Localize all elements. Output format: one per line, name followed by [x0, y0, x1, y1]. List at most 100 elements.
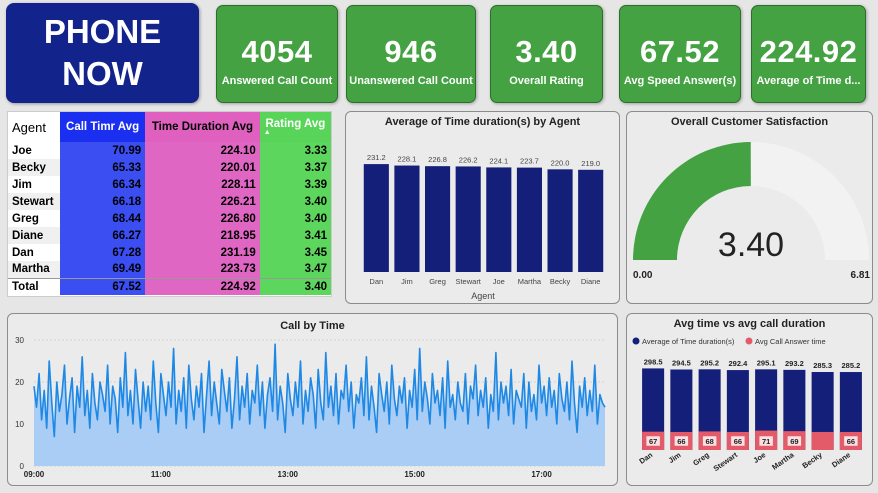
- cell-agent: Becky: [8, 159, 61, 176]
- kpi-label: Avg Speed Answer(s): [623, 75, 737, 87]
- x-tick-label: 09:00: [24, 470, 45, 479]
- y-tick-label: 20: [15, 378, 24, 387]
- table-row[interactable]: Dan 67.28 231.19 3.45: [8, 244, 331, 261]
- customer-satisfaction-panel: Overall Customer Satisfaction 3.40 0.00 …: [626, 111, 873, 304]
- column-header-agent[interactable]: Agent: [8, 112, 61, 142]
- y-tick-label: 30: [15, 336, 24, 345]
- table-row[interactable]: Joe 70.99 224.10 3.33: [8, 142, 331, 159]
- bar-time-duration: [642, 368, 665, 450]
- answer-value-label: 71: [762, 437, 770, 446]
- kpi-unanswered-call-count[interactable]: 946 Unanswered Call Count: [346, 5, 476, 103]
- call-line: [33, 343, 606, 438]
- bar-value-label: 293.2: [785, 359, 804, 368]
- cell-call-time: 67.28: [60, 244, 146, 261]
- answer-label-box: [730, 435, 746, 447]
- chart-title: Average of Time duration(s) by Agent: [384, 116, 581, 128]
- x-tick-label: Diane: [830, 450, 852, 469]
- cell-call-time: 65.33: [60, 159, 146, 176]
- x-tick-label: 15:00: [404, 470, 425, 479]
- cell-duration: 224.10: [145, 142, 260, 159]
- time-vs-call-chart: Average of Time duration(s) Avg Call Ans…: [632, 337, 862, 473]
- answer-value-label: 66: [847, 437, 855, 446]
- bar-value-label: 219.0: [581, 159, 600, 168]
- x-tick-label: Martha: [518, 277, 542, 286]
- chart-title: Overall Customer Satisfaction: [670, 116, 829, 128]
- answer-label-box: [758, 435, 774, 447]
- table-header-row: Agent Call Timr Avg Time Duration Avg Ra…: [8, 112, 331, 142]
- legend-label-duration: Average of Time duration(s): [642, 337, 735, 346]
- bar-value-label: 228.1: [398, 155, 417, 164]
- app-title: PHONE NOW: [6, 3, 199, 103]
- call-by-time-chart: 0 10 20 30 09:00 11:00 13:00 15:00 17:00: [15, 336, 606, 479]
- bar-value-label: 231.2: [367, 153, 386, 162]
- bar: [425, 166, 451, 272]
- table-total-row: Total 67.52 224.92 3.40: [8, 277, 331, 295]
- kpi-label: Unanswered Call Count: [349, 75, 473, 87]
- bar-time-duration: [839, 372, 862, 450]
- kpi-avg-speed-answer[interactable]: 67.52 Avg Speed Answer(s): [619, 5, 741, 103]
- call-area: [34, 344, 605, 466]
- cell-agent: Joe: [12, 144, 32, 157]
- cell-rating: 3.41: [259, 227, 331, 244]
- table-row[interactable]: Greg 68.44 226.80 3.40: [8, 210, 331, 227]
- column-header-time-duration-avg[interactable]: Time Duration Avg: [145, 112, 260, 142]
- bar-value-label: 294.5: [672, 359, 691, 368]
- bar-value-label: 285.2: [841, 361, 860, 370]
- table-row[interactable]: Becky 65.33 220.01 3.37: [8, 159, 331, 176]
- cell-rating: 3.33: [259, 142, 331, 159]
- answer-value-label: 69: [790, 437, 798, 446]
- cell-call-time: 66.18: [60, 193, 146, 210]
- bar-value-label: 295.1: [757, 358, 776, 367]
- column-header-call-time-avg[interactable]: Call Timr Avg: [60, 112, 146, 142]
- answer-value-label: 68: [705, 437, 713, 446]
- bar-value-label: 298.5: [644, 357, 663, 366]
- answer-label-box: [787, 435, 802, 447]
- answer-value-label: 66: [734, 437, 742, 446]
- chart-title: Call by Time: [280, 320, 345, 332]
- table-row[interactable]: Martha 69.49 223.73 3.47: [8, 261, 331, 278]
- gauge-value: 3.40: [718, 226, 784, 264]
- answer-label-box: [645, 435, 661, 447]
- x-tick-label: Stewart: [455, 277, 481, 286]
- table-row[interactable]: Stewart 66.18 226.21 3.40: [8, 193, 331, 210]
- x-tick-label: Joe: [752, 450, 768, 465]
- cell-rating: 3.47: [259, 261, 331, 278]
- x-tick-label: Martha: [770, 450, 796, 472]
- bar-time-duration: [811, 372, 834, 450]
- x-tick-label: Greg: [691, 450, 711, 468]
- answer-value-label: 67: [649, 437, 657, 446]
- sort-ascending-icon: ▲: [263, 129, 271, 136]
- kpi-average-time-duration[interactable]: 224.92 Average of Time d...: [751, 5, 866, 103]
- cell-call-time: 66.34: [60, 176, 146, 193]
- cell-call-time: 69.49: [60, 261, 146, 278]
- table-row[interactable]: Diane 66.27 218.95 3.41: [8, 227, 331, 244]
- x-tick-label: Jim: [667, 450, 683, 465]
- gauge-min-label: 0.00: [633, 270, 653, 281]
- cell-call-time: 67.52: [60, 277, 146, 295]
- cell-call-time: 68.44: [60, 210, 146, 227]
- x-tick-label: Dan: [638, 450, 655, 466]
- bar: [363, 164, 389, 272]
- duration-by-agent-panel: Average of Time duration(s) by Agent Age…: [345, 111, 620, 304]
- bar-value-label: 292.4: [728, 359, 748, 368]
- duration-bar-chart: Agent 231.2 Dan 228.1 Jim 226.8 Greg 226.2 Stew…: [363, 153, 604, 301]
- cell-agent: Dan: [12, 246, 34, 259]
- satisfaction-gauge: 3.40 0.00 6.81: [633, 142, 870, 281]
- kpi-answered-call-count[interactable]: 4054 Answered Call Count: [216, 5, 338, 103]
- x-axis-label: Agent: [471, 291, 495, 301]
- cell-rating: 3.45: [259, 244, 331, 261]
- answer-label-box: [674, 435, 689, 447]
- cell-rating: 3.37: [259, 159, 331, 176]
- bar-value-label: 224.1: [489, 156, 508, 165]
- cell-agent: Diane: [8, 227, 61, 244]
- legend-label-answer: Avg Call Answer time: [755, 337, 826, 346]
- bar-value-label: 285.3: [813, 361, 832, 370]
- bar: [578, 169, 604, 272]
- gauge-fill: [633, 142, 751, 260]
- cell-call-time: 66.27: [60, 227, 146, 244]
- cell-call-time: 70.99: [60, 142, 146, 159]
- kpi-overall-rating[interactable]: 3.40 Overall Rating: [490, 5, 603, 103]
- column-header-rating-avg[interactable]: Rating Avg ▲: [259, 112, 331, 142]
- table-row[interactable]: Jim 66.34 228.11 3.39: [8, 176, 331, 193]
- x-tick-label: Joe: [493, 277, 505, 286]
